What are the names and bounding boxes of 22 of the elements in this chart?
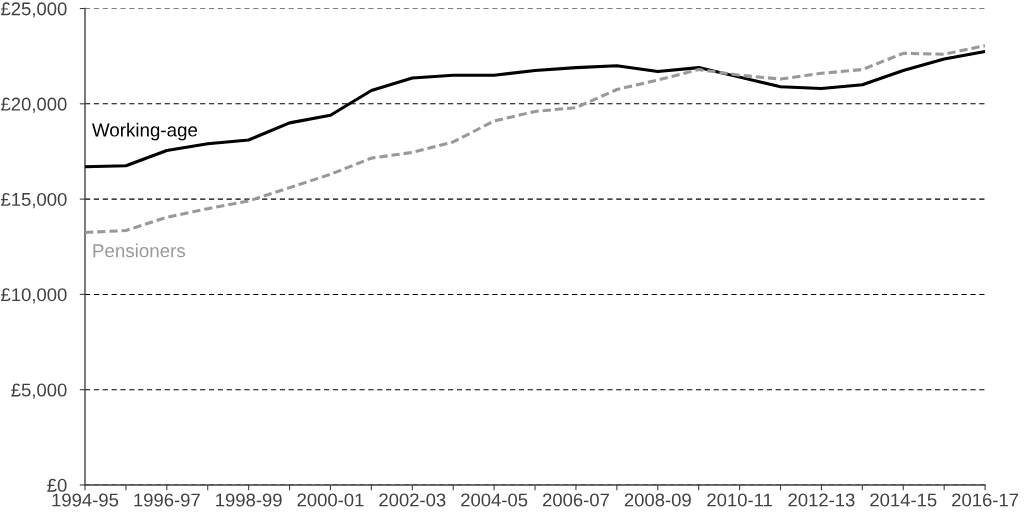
x-tick-label: 2012-13 (788, 493, 855, 507)
x-tick-label: 2002-03 (379, 493, 446, 507)
y-tick-label: £5,000 (11, 383, 67, 399)
series-label: Pensioners (93, 243, 186, 258)
x-tick-label: 2014-15 (870, 493, 937, 507)
y-tick-label: £25,000 (1, 2, 67, 18)
y-tick-label: £10,000 (1, 288, 67, 304)
line-series (84, 44, 986, 234)
x-tick-label: 1998-99 (216, 493, 282, 507)
y-tick-label: £0 (47, 478, 67, 492)
x-tick-label: 2004-05 (461, 493, 528, 507)
x-tick-label: 2006-07 (542, 493, 609, 507)
y-tick-label: £15,000 (1, 192, 67, 209)
x-tick-label: 1996-97 (134, 493, 200, 507)
x-tick-label: 2008-09 (624, 493, 691, 507)
x-tick-label: 2016-17 (952, 493, 1019, 507)
x-tick-label: 2010-11 (707, 493, 772, 507)
line-series (84, 49, 986, 169)
x-tick-label: 1994-95 (52, 493, 119, 507)
y-tick-label: £20,000 (1, 97, 67, 113)
x-tick-label: 2000-01 (297, 493, 364, 507)
series-label: Working-age (92, 122, 198, 141)
